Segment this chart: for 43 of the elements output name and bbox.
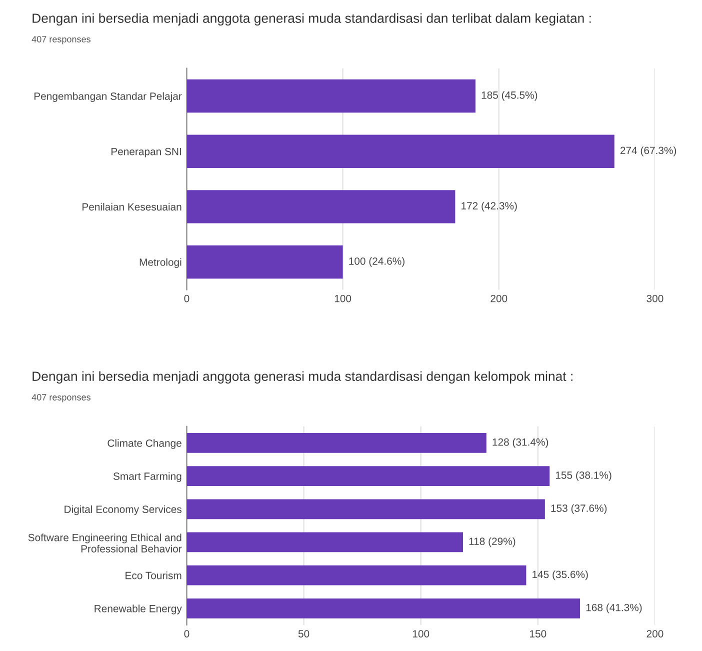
x-tick-label: 50 <box>298 630 310 638</box>
bar <box>186 499 545 520</box>
data-label: 145 (35.6%) <box>532 570 588 580</box>
y-tick-label: Metrologi <box>140 258 182 268</box>
bar <box>186 190 456 224</box>
text: 407 responses <box>32 394 90 402</box>
data-label: 168 (41.3%) <box>586 604 642 614</box>
data-label: 172 (42.3%) <box>462 202 517 212</box>
y-tick-label: Smart Farming <box>113 472 182 482</box>
bar <box>186 565 526 586</box>
x-tick-label: 300 <box>646 294 664 302</box>
x-tick-label: 150 <box>530 630 546 638</box>
data-label: 153 (37.6%) <box>551 504 607 514</box>
y-tick-label: Digital Economy Services <box>64 505 182 516</box>
x-tick-label: 200 <box>490 294 508 302</box>
x-tick-label: 0 <box>184 630 190 638</box>
data-label: 155 (38.1%) <box>556 471 612 481</box>
chart-title: Dengan ini bersedia menjadi anggota generasi muda standardisasi dengan kelompok minat : <box>32 371 572 384</box>
bar <box>186 245 343 279</box>
y-tick-label: Software Engineering Ethical and Professional Behavior <box>28 534 182 552</box>
bar <box>186 79 476 113</box>
bar <box>186 466 550 486</box>
y-tick-label: Eco Tourism <box>126 572 182 580</box>
chart-title: Dengan ini bersedia menjadi anggota generasi muda standardisasi dan terlibat dalam kegiatan : <box>32 13 591 26</box>
y-tick-label: Penilaian Kesesuaian <box>82 202 182 211</box>
x-tick-label: 0 <box>184 294 190 302</box>
bar <box>186 532 463 552</box>
data-label: 128 (31.4%) <box>492 438 548 448</box>
data-label: 274 (67.3%) <box>620 146 676 156</box>
bar <box>186 598 580 618</box>
data-label: 118 (29%) <box>469 537 516 548</box>
y-tick-label: Renewable Energy <box>94 604 182 614</box>
x-tick-label: 100 <box>412 630 430 638</box>
y-tick-label: Penerapan SNI <box>112 148 181 158</box>
data-label: 185 (45.5%) <box>482 91 538 101</box>
x-tick-label: 200 <box>646 630 664 638</box>
y-tick-label: Climate Change <box>108 439 182 449</box>
x-tick-label: 100 <box>334 294 352 302</box>
y-tick-label: Pengembangan Standar Pelajar <box>34 92 182 102</box>
data-label: 100 (24.6%) <box>349 257 404 267</box>
text: 407 responses <box>32 36 90 44</box>
bar <box>186 134 614 168</box>
bar <box>186 433 486 453</box>
